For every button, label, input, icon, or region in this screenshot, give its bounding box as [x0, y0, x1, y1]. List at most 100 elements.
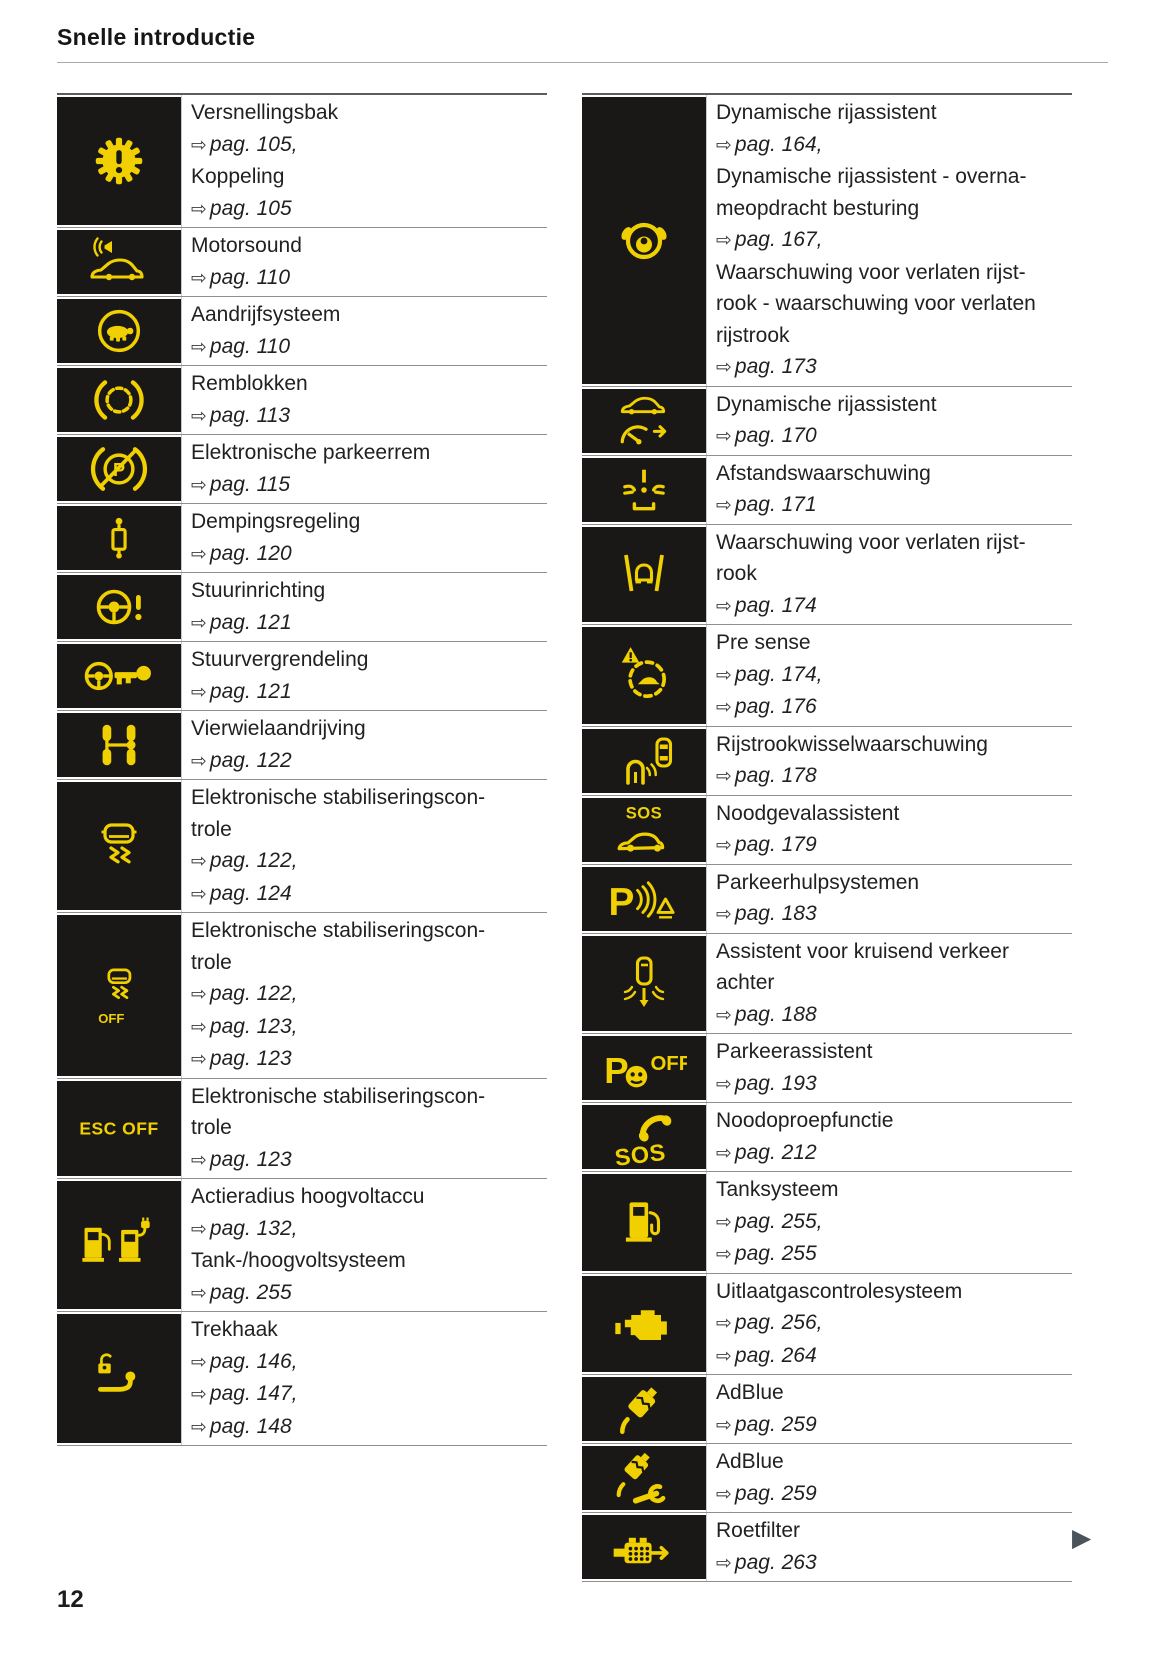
row-text: Elektronische stabiliseringscon-trole ⇨ pa…	[181, 1078, 547, 1178]
ref-arrow-icon: ⇨	[191, 883, 207, 905]
row-text: Actieradius hoogvoltaccu ⇨ pag. 132, Tank-/…	[181, 1179, 547, 1311]
ref-arrow-icon: ⇨	[716, 904, 732, 925]
ref-arrow-icon: ⇨	[716, 766, 732, 787]
system-label: Rijstrookwisselwaarschuwing	[716, 732, 988, 756]
system-label: Noodoproepfunctie	[716, 1109, 894, 1132]
table-row: Waarschuwing voor verlaten rijst-rook ⇨ pa…	[582, 524, 1072, 625]
svg-text:SOS: SOS	[613, 1139, 667, 1168]
page-reference: ⇨ pag. 255,	[716, 1209, 823, 1233]
page-reference: ⇨ pag. 146,	[191, 1349, 298, 1373]
emergency-assist-icon: SOS	[582, 797, 706, 862]
park-assist-off-icon: P OFF	[582, 1036, 706, 1100]
svg-text:OFF: OFF	[650, 1053, 687, 1075]
svg-text:OFF: OFF	[98, 1011, 124, 1026]
system-label: Motorsound	[191, 234, 302, 257]
page-reference: ⇨ pag. 105	[191, 196, 292, 220]
system-label: Elektronische stabiliseringscon-	[191, 786, 486, 809]
system-label: achter	[716, 971, 775, 994]
page-reference: ⇨ pag. 148	[191, 1414, 292, 1438]
ref-arrow-icon: ⇨	[716, 835, 732, 856]
pre-sense-icon	[582, 627, 706, 724]
system-label: Dynamische rijassistent	[716, 392, 937, 416]
ref-arrow-icon: ⇨	[716, 1552, 732, 1574]
table-row: P Parkeerhulpsystemen ⇨ pag. 183	[582, 864, 1072, 934]
exhaust-control-icon	[582, 1275, 706, 1372]
table-row: ESC OFF Elektronische stabiliseringscon-t…	[57, 1078, 547, 1179]
table-row: Remblokken ⇨ pag. 113	[57, 366, 547, 435]
row-text: Waarschuwing voor verlaten rijst-rook ⇨ pa…	[706, 524, 1072, 624]
brake-pads-icon	[57, 368, 181, 432]
page-reference: ⇨ pag. 174	[716, 593, 817, 617]
lane-change-warning-icon	[582, 728, 706, 793]
page-reference: ⇨ pag. 167,	[716, 228, 823, 251]
row-text: Noodgevalassistent ⇨ pag. 179	[706, 795, 1072, 864]
row-text: AdBlue ⇨ pag. 259	[706, 1444, 1072, 1512]
table-row: Assistent voor kruisend verkeer achter ⇨ pa…	[582, 933, 1072, 1034]
system-label: Stuurvergrendeling	[191, 648, 369, 671]
ref-arrow-icon: ⇨	[191, 612, 207, 634]
ref-arrow-icon: ⇨	[191, 1218, 207, 1240]
system-label: meopdracht besturing	[716, 196, 920, 220]
system-label: Parkeerhulpsystemen	[716, 870, 920, 894]
row-text: Motorsound ⇨ pag. 110	[181, 228, 547, 296]
row-text: Rijstrookwisselwaarschuwing ⇨ pag. 178	[706, 726, 1072, 795]
particulate-filter-icon	[582, 1515, 706, 1579]
table-row: Stuurinrichting ⇨ pag. 121	[57, 573, 547, 642]
ref-arrow-icon: ⇨	[191, 1049, 207, 1070]
adblue-service-icon	[582, 1446, 706, 1510]
row-text: Versnellingsbak ⇨ pag. 105, Koppeling ⇨ pag. …	[181, 95, 547, 227]
table-row: Dynamische rijassistent ⇨ pag. 170	[582, 386, 1072, 456]
adblue-icon	[582, 1377, 706, 1441]
row-text: Aandrijfsysteem ⇨ pag. 110	[181, 297, 547, 365]
system-label: Dynamische rijassistent	[716, 101, 937, 124]
page-title: Snelle introductie	[57, 24, 256, 50]
system-label: trole	[191, 950, 232, 974]
table-row: Roetfilter ⇨ pag. 263	[582, 1513, 1072, 1582]
ref-arrow-icon: ⇨	[191, 750, 207, 772]
gearbox-warning-icon	[57, 97, 181, 225]
ref-arrow-icon: ⇨	[716, 1073, 732, 1095]
row-text: Stuurvergrendeling ⇨ pag. 121	[181, 642, 547, 710]
row-text: Elektronische stabiliseringscon-trole ⇨ pa…	[181, 780, 547, 912]
page-reference: ⇨ pag. 259	[716, 1481, 817, 1505]
system-label: Remblokken	[191, 372, 308, 395]
table-row: Elektronische stabiliseringscon-trole ⇨ pa…	[57, 780, 547, 913]
table-row: AdBlue ⇨ pag. 259	[582, 1444, 1072, 1513]
page-reference: ⇨ pag. 122	[191, 748, 292, 772]
row-text: AdBlue ⇨ pag. 259	[706, 1375, 1072, 1443]
fuel-system-icon	[582, 1174, 706, 1271]
row-text: Parkeerassistent ⇨ pag. 193	[706, 1034, 1072, 1102]
system-label: Assistent voor kruisend verkeer	[716, 939, 1009, 963]
ref-arrow-icon: ⇨	[716, 1313, 732, 1334]
system-label: Dempingsregeling	[191, 510, 361, 533]
header-rule	[57, 62, 1108, 63]
system-label: Roetfilter	[716, 1519, 801, 1542]
system-label: Koppeling	[191, 165, 285, 188]
steering-warning-icon	[57, 575, 181, 639]
page-reference: ⇨ pag. 255	[191, 1280, 292, 1304]
ref-arrow-icon: ⇨	[716, 697, 732, 718]
row-text: Afstandswaarschuwing ⇨ pag. 171	[706, 455, 1072, 524]
system-label: trole	[191, 1116, 232, 1139]
table-row: Actieradius hoogvoltaccu ⇨ pag. 132, Tank-/…	[57, 1179, 547, 1312]
row-text: Elektronische parkeerrem ⇨ pag. 115	[181, 435, 547, 503]
ref-arrow-icon: ⇨	[191, 1351, 207, 1373]
page-reference: ⇨ pag. 110	[191, 265, 291, 289]
system-label: Versnellingsbak	[191, 101, 339, 124]
page-reference: ⇨ pag. 263	[716, 1550, 817, 1574]
ref-arrow-icon: ⇨	[191, 543, 207, 565]
table-row: Afstandswaarschuwing ⇨ pag. 171	[582, 455, 1072, 525]
table-row: Pre sense ⇨ pag. 174, ⇨ pag. 176	[582, 625, 1072, 727]
ref-arrow-icon: ⇨	[716, 357, 732, 378]
page-reference: ⇨ pag. 115	[191, 472, 291, 496]
ref-arrow-icon: ⇨	[191, 267, 207, 289]
system-label: trole	[191, 817, 232, 841]
page-reference: ⇨ pag. 183	[716, 902, 817, 925]
row-text: Roetfilter ⇨ pag. 263	[706, 1513, 1072, 1581]
page-reference: ⇨ pag. 173	[716, 355, 817, 378]
ref-arrow-icon: ⇨	[191, 1282, 207, 1304]
system-label: Elektronische stabiliseringscon-	[191, 1084, 486, 1108]
ref-arrow-icon: ⇨	[716, 230, 732, 251]
system-label: Waarschuwing voor verlaten rijst-	[716, 530, 1026, 554]
